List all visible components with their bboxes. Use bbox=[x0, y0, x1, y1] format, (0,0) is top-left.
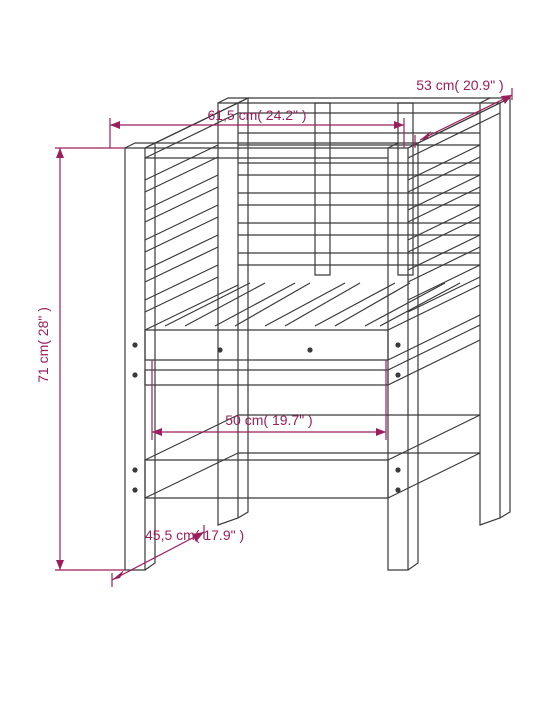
furniture-diagram: 61,5 cm( 24.2" ) 53 cm( 20.9" ) 71 cm( 2… bbox=[0, 0, 540, 720]
dimension-depth-label: 53 cm( 20.9" ) bbox=[416, 77, 503, 93]
chair-wireframe bbox=[125, 98, 510, 570]
dimension-seat-width-label: 50 cm( 19.7" ) bbox=[225, 412, 312, 428]
dimension-height-label: 71 cm( 28" ) bbox=[35, 307, 51, 383]
dimension-seat-depth-label: 45,5 cm( 17.9" ) bbox=[145, 527, 244, 543]
dimension-width-label: 61,5 cm( 24.2" ) bbox=[207, 107, 306, 123]
dimension-seat-depth: 45,5 cm( 17.9" ) bbox=[112, 525, 244, 587]
dimension-seat-width: 50 cm( 19.7" ) bbox=[152, 360, 386, 440]
dimension-height: 71 cm( 28" ) bbox=[35, 148, 125, 570]
